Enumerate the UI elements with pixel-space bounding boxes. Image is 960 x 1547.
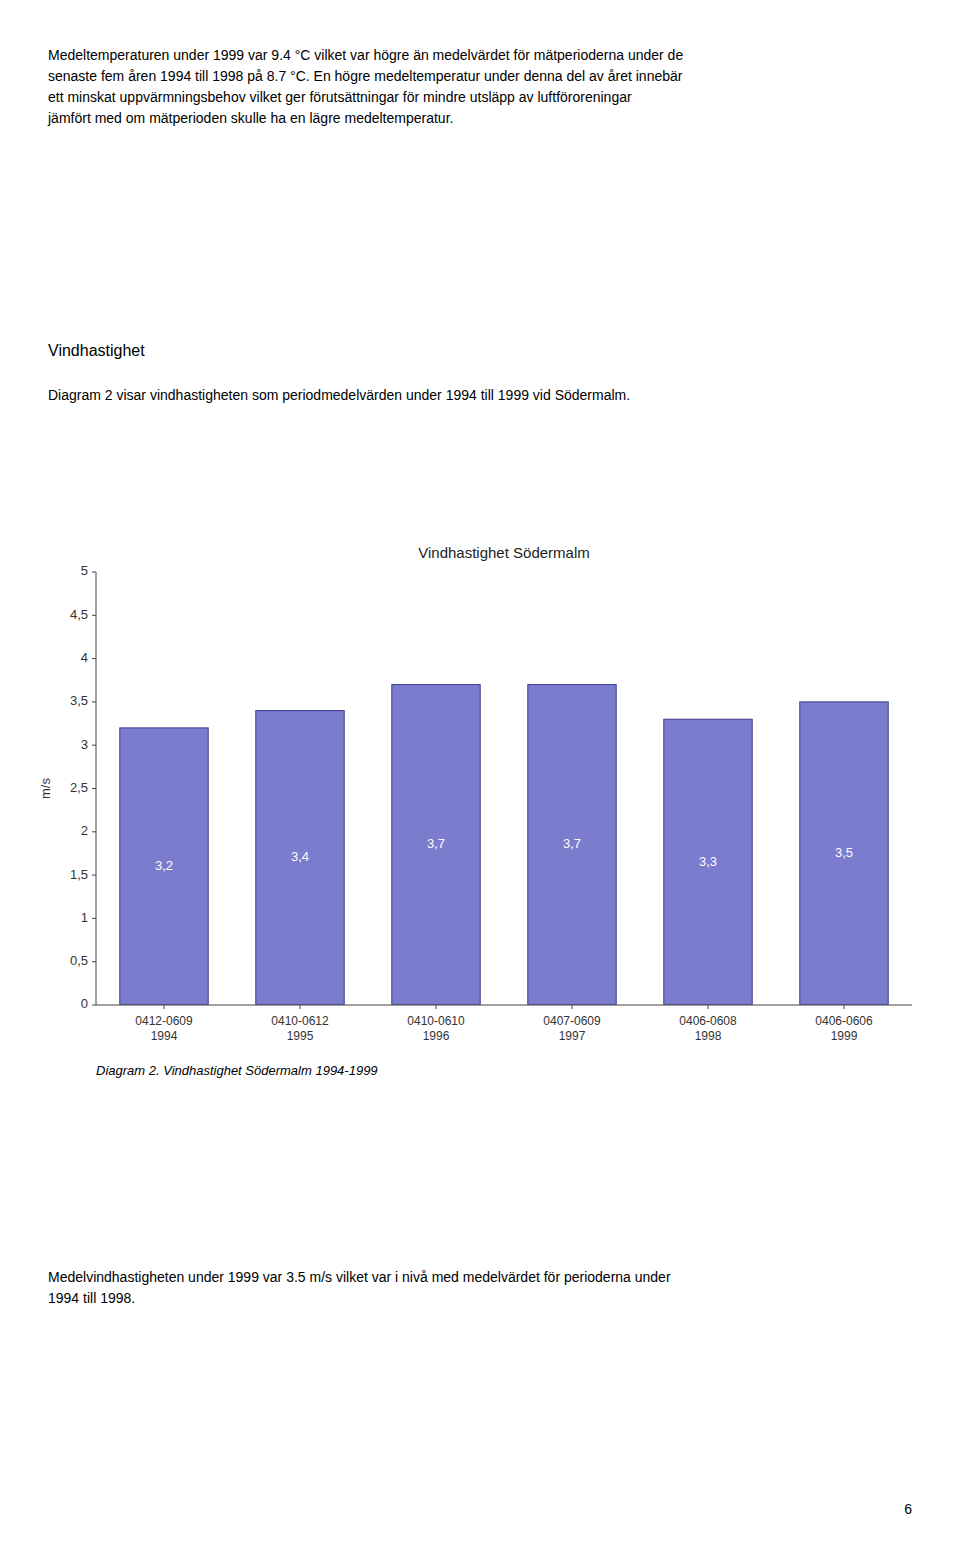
page-number: 6	[904, 1501, 912, 1517]
y-tick-label: 0	[81, 996, 88, 1011]
y-tick	[92, 658, 96, 659]
bars	[120, 685, 888, 1005]
x-tick	[300, 1005, 301, 1009]
data-label: 3,4	[291, 849, 309, 864]
x-tick-label: 0410-06121995	[271, 1014, 329, 1043]
x-tick	[164, 1005, 165, 1009]
x-tick-label: 0412-06091994	[135, 1014, 193, 1043]
body-text: jämfört med om mätperioden skulle ha en …	[47, 110, 453, 126]
y-tick	[92, 831, 96, 832]
y-tick-label: 0,5	[70, 953, 88, 968]
body-text: ett minskat uppvärmningsbehov vilket ger…	[48, 89, 632, 105]
body-text: Medeltemperaturen under 1999 var 9.4 °C …	[48, 47, 683, 63]
y-tick-label: 2	[81, 823, 88, 838]
x-tick	[436, 1005, 437, 1009]
data-label: 3,7	[563, 836, 581, 851]
x-tick-label: 0406-06061999	[815, 1014, 873, 1043]
y-axis-label: m/s	[38, 778, 53, 799]
y-tick-label: 2,5	[70, 780, 88, 795]
chart-title: Vindhastighet Södermalm	[418, 544, 590, 561]
page: Medeltemperaturen under 1999 var 9.4 °C …	[0, 0, 960, 1547]
y-tick	[92, 701, 96, 702]
data-label: 3,5	[835, 845, 853, 860]
footer-text: Medelvindhastigheten under 1999 var 3.5 …	[48, 1269, 671, 1306]
y-tick-label: 3,5	[70, 693, 88, 708]
y-tick	[92, 615, 96, 616]
y-tick-label: 5	[81, 563, 88, 578]
bar	[392, 685, 480, 1005]
section-text: Diagram 2 visar vindhastigheten som peri…	[48, 387, 630, 403]
y-tick	[92, 1005, 96, 1006]
y-tick	[92, 745, 96, 746]
data-label: 3,3	[699, 854, 717, 869]
section-heading: Vindhastighet	[48, 342, 145, 359]
x-tick-label: 0407-06091997	[543, 1014, 601, 1043]
data-label: 3,7	[427, 836, 445, 851]
y-tick	[92, 788, 96, 789]
y-tick-label: 1,5	[70, 867, 88, 882]
bar	[256, 711, 344, 1005]
caption: Diagram 2. Vindhastighet Södermalm 1994-…	[96, 1063, 378, 1078]
x-tick-label: 0406-06081998	[679, 1014, 737, 1043]
y-tick-label: 3	[81, 737, 88, 752]
y-tick	[92, 918, 96, 919]
y-tick	[92, 875, 96, 876]
y-tick-label: 4	[81, 650, 88, 665]
y-tick	[92, 572, 96, 573]
bar	[120, 728, 208, 1005]
x-tick	[572, 1005, 573, 1009]
y-tick	[92, 961, 96, 962]
y-tick-label: 4,5	[70, 607, 88, 622]
data-label: 3,2	[155, 858, 173, 873]
y-tick-label: 1	[81, 910, 88, 925]
body-text: senaste fem åren 1994 till 1998 på 8.7 °…	[48, 68, 683, 84]
x-tick-label: 0410-06101996	[407, 1014, 465, 1043]
bar	[664, 719, 752, 1005]
x-tick	[844, 1005, 845, 1009]
x-tick	[708, 1005, 709, 1009]
bar	[800, 702, 888, 1005]
x-axis-line	[96, 1005, 912, 1006]
bar	[528, 685, 616, 1005]
